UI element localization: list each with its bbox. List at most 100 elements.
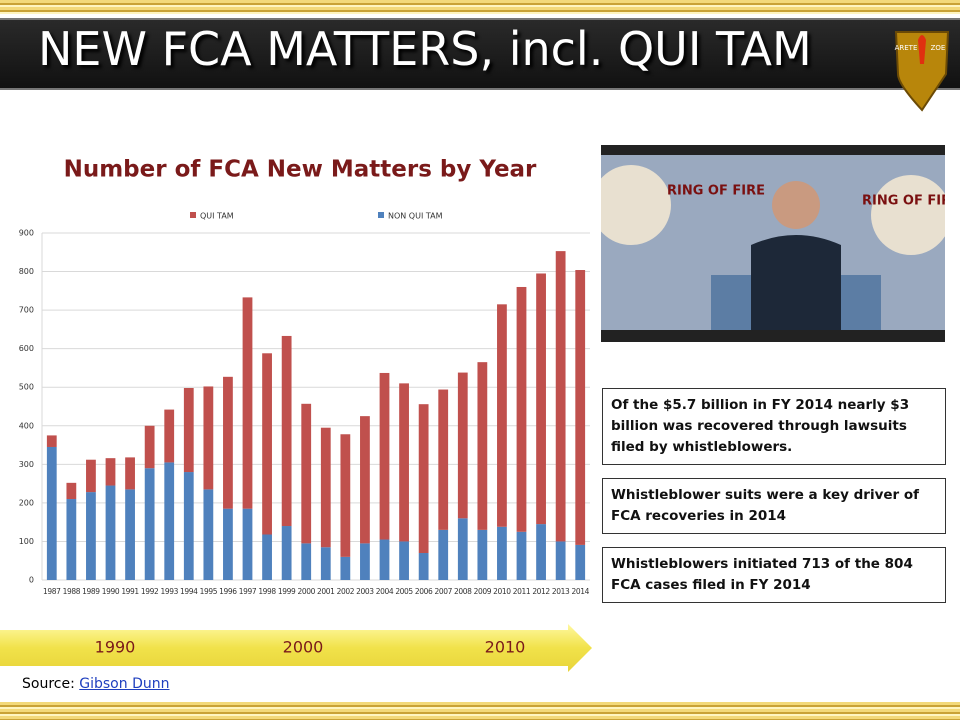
bar-segment — [281, 526, 292, 580]
bar-segment — [105, 485, 116, 580]
bar-segment — [497, 304, 507, 527]
x-tick-label: 1997 — [239, 587, 257, 596]
y-tick-label: 100 — [19, 537, 34, 546]
bar-segment — [340, 434, 351, 557]
y-tick-label: 0 — [29, 576, 34, 585]
bar-segment — [144, 425, 155, 469]
bar-segment — [164, 409, 175, 463]
legend-swatch — [190, 212, 196, 218]
x-tick-label: 1996 — [219, 587, 237, 596]
bar-segment — [555, 251, 566, 542]
video-controls — [601, 330, 945, 342]
bar-segment — [183, 387, 194, 473]
y-tick-label: 300 — [19, 460, 34, 469]
bar-segment — [66, 482, 77, 500]
x-tick-label: 1988 — [63, 587, 81, 596]
video-logo-bg — [871, 175, 945, 255]
bar-segment — [497, 526, 507, 580]
x-tick-label: 1993 — [160, 587, 178, 596]
bar-segment — [340, 556, 351, 580]
top-stripe — [0, 0, 960, 14]
bar-segment — [281, 335, 292, 527]
timeline-label: 2000 — [283, 638, 324, 657]
video-person — [751, 235, 841, 335]
bottom-stripe — [0, 702, 960, 720]
bar-segment — [418, 553, 429, 580]
x-tick-label: 2003 — [356, 587, 374, 596]
bar-segment — [86, 492, 96, 580]
source-label: Source: — [22, 676, 75, 692]
x-tick-label: 2004 — [376, 587, 394, 596]
timeline-arrow — [0, 624, 592, 672]
bar-segment — [399, 383, 409, 542]
note: Whistleblowers initiated 713 of the 804 … — [602, 547, 946, 603]
x-tick-label: 1989 — [82, 587, 100, 596]
x-tick-label: 2006 — [415, 587, 433, 596]
note: Whistleblower suits were a key driver of… — [602, 478, 946, 534]
video-logo-text: RING OF FIRE — [667, 184, 765, 199]
bar-segment — [144, 468, 155, 580]
x-tick-label: 2014 — [571, 587, 589, 596]
logo: ARETE ZOE — [894, 31, 950, 112]
bar-segment — [46, 446, 57, 580]
x-tick-label: 2008 — [454, 587, 472, 596]
note: Of the $5.7 billion in FY 2014 nearly $3… — [602, 388, 946, 465]
bar-segment — [223, 508, 233, 580]
bar-segment — [360, 416, 370, 544]
logo-shield — [894, 31, 950, 112]
x-tick-label: 2005 — [395, 587, 413, 596]
video-topbar — [601, 145, 945, 155]
bar-segment — [418, 404, 429, 554]
bar-segment — [242, 508, 253, 580]
bar-segment — [105, 458, 116, 486]
x-tick-label: 1987 — [43, 587, 61, 596]
bar-segment — [223, 376, 233, 509]
x-tick-label: 2001 — [317, 587, 335, 596]
bar-segment — [203, 489, 214, 580]
video-head — [772, 181, 820, 229]
bar-segment — [262, 353, 272, 535]
bar-segment — [262, 534, 272, 580]
x-tick-label: 1990 — [102, 587, 120, 596]
bar-segment — [438, 389, 449, 530]
y-tick-label: 500 — [19, 383, 34, 392]
bar-segment — [301, 543, 312, 580]
bar-segment — [399, 541, 409, 580]
bar-segment — [183, 472, 194, 580]
x-tick-label: 2007 — [434, 587, 452, 596]
video-frame: RING OF FIRE RING OF FIRE — [601, 145, 945, 342]
bar-segment — [516, 531, 527, 580]
bar-segment — [438, 529, 449, 580]
bar-segment — [575, 544, 586, 580]
bar-segment — [457, 518, 468, 580]
bar-segment — [125, 457, 135, 490]
y-tick-label: 600 — [19, 344, 34, 353]
y-tick-label: 900 — [19, 229, 34, 238]
x-tick-label: 2011 — [513, 587, 531, 596]
y-tick-label: 400 — [19, 421, 34, 430]
video-logo-text: RING OF FIRE — [862, 194, 945, 209]
bar-segment — [575, 270, 586, 545]
bar-segment — [536, 273, 546, 525]
bar-segment — [457, 372, 468, 519]
bar-segment — [379, 372, 390, 540]
bar-segment — [555, 541, 566, 580]
legend-swatch — [378, 212, 384, 218]
title-bar — [0, 18, 960, 90]
chart: Number of FCA New Matters by Year 0 100 20… — [0, 157, 592, 672]
bar-segment — [320, 547, 331, 580]
logo-text: ZOE — [931, 44, 946, 52]
source-link[interactable]: Gibson Dunn — [79, 676, 170, 692]
source: Source: Gibson Dunn — [22, 676, 169, 692]
legend-label: QUI TAM — [200, 212, 234, 221]
x-tick-label: 1991 — [121, 587, 139, 596]
x-tick-label: 1998 — [258, 587, 276, 596]
x-tick-label: 2009 — [474, 587, 492, 596]
x-tick-label: 1992 — [141, 587, 159, 596]
x-tick-label: 2012 — [532, 587, 550, 596]
logo-flame — [918, 35, 926, 64]
bar-segment — [125, 489, 135, 580]
bar-segment — [360, 543, 370, 580]
x-tick-label: 2000 — [297, 587, 315, 596]
